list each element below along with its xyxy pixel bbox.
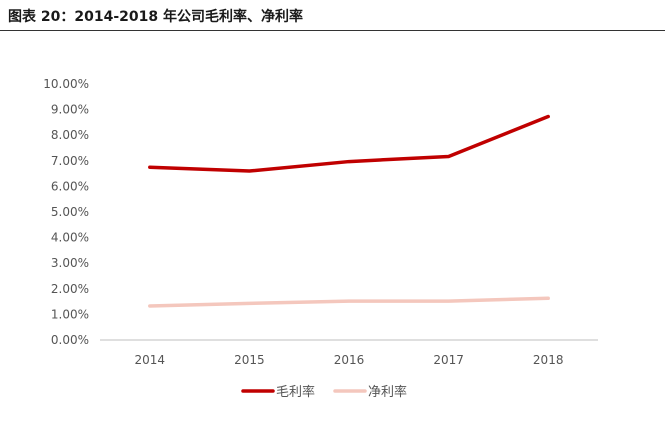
- y-tick-label: 9.00%: [51, 103, 89, 117]
- y-tick-label: 5.00%: [51, 205, 89, 219]
- x-tick-label: 2018: [533, 353, 564, 367]
- y-tick-label: 8.00%: [51, 128, 89, 142]
- series-line-0: [148, 114, 550, 173]
- x-tick-label: 2017: [433, 353, 464, 367]
- y-tick-label: 1.00%: [51, 307, 89, 321]
- legend-label: 净利率: [368, 384, 407, 400]
- series-line-1: [148, 296, 550, 308]
- x-tick-label: 2015: [234, 353, 265, 367]
- x-tick-label: 2016: [334, 353, 365, 367]
- x-tick-label: 2014: [135, 353, 166, 367]
- y-tick-label: 6.00%: [51, 179, 89, 193]
- y-tick-label: 4.00%: [51, 231, 89, 245]
- y-axis-tick-labels: 0.00% 1.00% 2.00% 3.00% 4.00% 5.00% 6.00% 7.00%…: [43, 77, 89, 347]
- y-tick-label: 0.00%: [51, 333, 89, 347]
- legend-label: 毛利率: [276, 384, 315, 400]
- title-divider: [0, 30, 665, 31]
- y-tick-label: 2.00%: [51, 282, 89, 296]
- y-tick-label: 3.00%: [51, 256, 89, 270]
- legend: 毛利率 净利率: [241, 384, 407, 400]
- series-lines: [148, 114, 550, 308]
- y-tick-label: 10.00%: [43, 77, 89, 91]
- y-tick-label: 7.00%: [51, 154, 89, 168]
- x-axis-tick-labels: 2014 2015 2016 2017 2018: [135, 353, 564, 367]
- figure-title: 图表 20：2014-2018 年公司毛利率、净利率: [8, 9, 303, 25]
